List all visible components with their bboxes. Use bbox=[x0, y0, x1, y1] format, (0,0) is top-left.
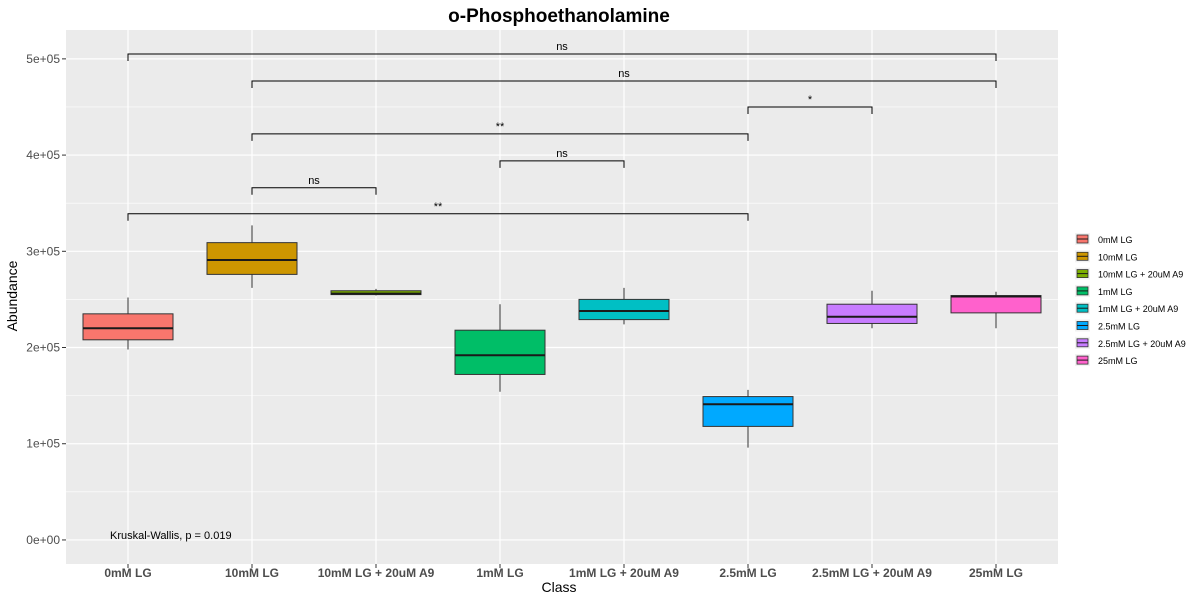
legend-label: 25mM LG bbox=[1098, 356, 1138, 366]
significance-label: ns bbox=[618, 68, 630, 80]
legend-item: 25mM LG bbox=[1075, 354, 1138, 367]
x-tick-label: 10mM LG + 20uM A9 bbox=[318, 566, 435, 580]
x-tick-label: 2.5mM LG bbox=[719, 566, 776, 580]
x-tick-label: 2.5mM LG + 20uM A9 bbox=[812, 566, 932, 580]
y-tick-label: 4e+05 bbox=[26, 148, 60, 162]
significance-label: ** bbox=[434, 201, 443, 213]
x-tick-label: 10mM LG bbox=[225, 566, 279, 580]
legend-item: 10mM LG bbox=[1075, 250, 1138, 263]
bracket-line bbox=[499, 160, 625, 168]
legend-item: 10mM LG + 20uM A9 bbox=[1075, 267, 1183, 280]
legend-label: 1mM LG + 20uM A9 bbox=[1098, 304, 1178, 314]
legend-item: 2.5mM LG bbox=[1075, 319, 1140, 332]
box-body bbox=[206, 242, 298, 275]
box-4 bbox=[454, 304, 546, 392]
x-tick-label: 25mM LG bbox=[969, 566, 1023, 580]
significance-bracket: ns bbox=[127, 41, 997, 62]
legend-label: 0mM LG bbox=[1098, 235, 1133, 245]
significance-label: * bbox=[808, 94, 813, 106]
box-6 bbox=[702, 389, 794, 448]
significance-label: ns bbox=[556, 41, 568, 53]
x-axis-label: Class bbox=[541, 579, 576, 595]
bracket-line bbox=[127, 213, 749, 221]
plot-background bbox=[66, 30, 1058, 564]
box-body bbox=[578, 298, 670, 321]
legend-item: 0mM LG bbox=[1075, 233, 1133, 245]
legend-label: 1mM LG bbox=[1098, 287, 1133, 297]
box-8 bbox=[950, 291, 1042, 329]
bracket-line bbox=[127, 53, 997, 62]
bracket-line bbox=[251, 133, 749, 141]
bracket-line bbox=[747, 106, 873, 114]
box-body bbox=[454, 329, 546, 375]
legend-label: 10mM LG + 20uM A9 bbox=[1098, 270, 1183, 280]
box-body bbox=[950, 295, 1042, 314]
box-1 bbox=[82, 297, 174, 350]
y-axis-label: Abundance bbox=[4, 260, 20, 331]
significance-bracket: ns bbox=[251, 175, 377, 195]
significance-bracket: ** bbox=[251, 121, 749, 141]
box-7 bbox=[826, 290, 918, 329]
bracket-line bbox=[251, 187, 377, 195]
x-tick-label: 1mM LG bbox=[476, 566, 523, 580]
y-tick-label: 0e+00 bbox=[26, 533, 60, 547]
significance-label: ns bbox=[308, 175, 320, 187]
y-tick-label: 1e+05 bbox=[26, 437, 60, 451]
legend-label: 10mM LG bbox=[1098, 252, 1138, 262]
legend-label: 2.5mM LG + 20uM A9 bbox=[1098, 339, 1186, 349]
legend-item: 1mM LG + 20uM A9 bbox=[1075, 302, 1178, 315]
box-body bbox=[826, 303, 918, 324]
chart-title: o-Phosphoethanolamine bbox=[448, 6, 670, 27]
box-5 bbox=[578, 287, 670, 325]
box-body bbox=[702, 396, 794, 427]
y-tick-label: 3e+05 bbox=[26, 244, 60, 258]
x-tick-label: 1mM LG + 20uM A9 bbox=[569, 566, 679, 580]
legend-item: 2.5mM LG + 20uM A9 bbox=[1075, 336, 1186, 349]
plot-area: 0e+00 1e+05 2e+05 3e+05 4e+05 5e+05 0mM LG 10mM… bbox=[26, 30, 1058, 580]
x-tick-label: 0mM LG bbox=[104, 566, 151, 580]
significance-label: ** bbox=[496, 121, 505, 133]
significance-bracket: * bbox=[747, 94, 873, 114]
legend-item: 1mM LG bbox=[1075, 284, 1133, 297]
y-tick-label: 5e+05 bbox=[26, 52, 60, 66]
legend-label: 2.5mM LG bbox=[1098, 322, 1140, 332]
box-3 bbox=[330, 288, 422, 296]
box-2 bbox=[206, 225, 298, 288]
y-tick-label: 2e+05 bbox=[26, 341, 60, 355]
box-body bbox=[82, 313, 174, 341]
significance-label: ns bbox=[556, 148, 568, 160]
significance-bracket: ns bbox=[499, 148, 625, 168]
legend: 0mM LG 10mM LG 10mM LG + 20uM A9 1mM LG 1mM … bbox=[1075, 233, 1186, 367]
significance-bracket: ns bbox=[251, 68, 997, 88]
kruskal-wallis-annotation: Kruskal-Wallis, p = 0.019 bbox=[110, 530, 232, 542]
significance-bracket: ** bbox=[127, 201, 749, 221]
bracket-line bbox=[251, 80, 997, 88]
